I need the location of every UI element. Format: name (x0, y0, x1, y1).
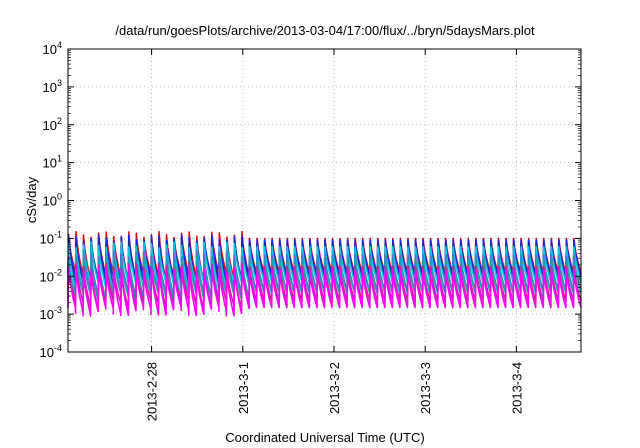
y-tick-label: 10-4 (40, 343, 62, 360)
y-tick-label: 104 (43, 40, 62, 57)
x-tick-label: 2013-3-3 (418, 362, 433, 414)
x-tick-label: 2013-2-28 (145, 362, 160, 421)
x-tick-label: 2013-3-2 (327, 362, 342, 414)
y-tick-label: 102 (43, 116, 62, 133)
series-line (67, 265, 582, 317)
y-axis-label: cSv/day (24, 176, 39, 223)
series-line (67, 254, 582, 303)
y-tick-label: 103 (43, 78, 62, 95)
x-tick-label: 2013-3-4 (509, 362, 524, 414)
y-tick-label: 100 (43, 192, 62, 209)
x-tick-label: 2013-3-1 (236, 362, 251, 414)
x-axis: 2013-2-28 2013-3-1 2013-3-2 2013-3-3 2013-3-… (145, 49, 524, 421)
chart-title: /data/run/goesPlots/archive/2013-03-04/1… (115, 23, 535, 38)
y-tick-label: 10-2 (40, 267, 62, 284)
y-axis: 10-4 10-3 10-2 10-1 100 101 102 103 104 (40, 40, 581, 360)
x-axis-label: Coordinated Universal Time (UTC) (225, 430, 424, 445)
y-tick-label: 10-3 (40, 305, 62, 322)
y-tick-label: 101 (43, 154, 62, 171)
y-tick-label: 10-1 (40, 229, 62, 246)
series-layer (67, 230, 582, 317)
